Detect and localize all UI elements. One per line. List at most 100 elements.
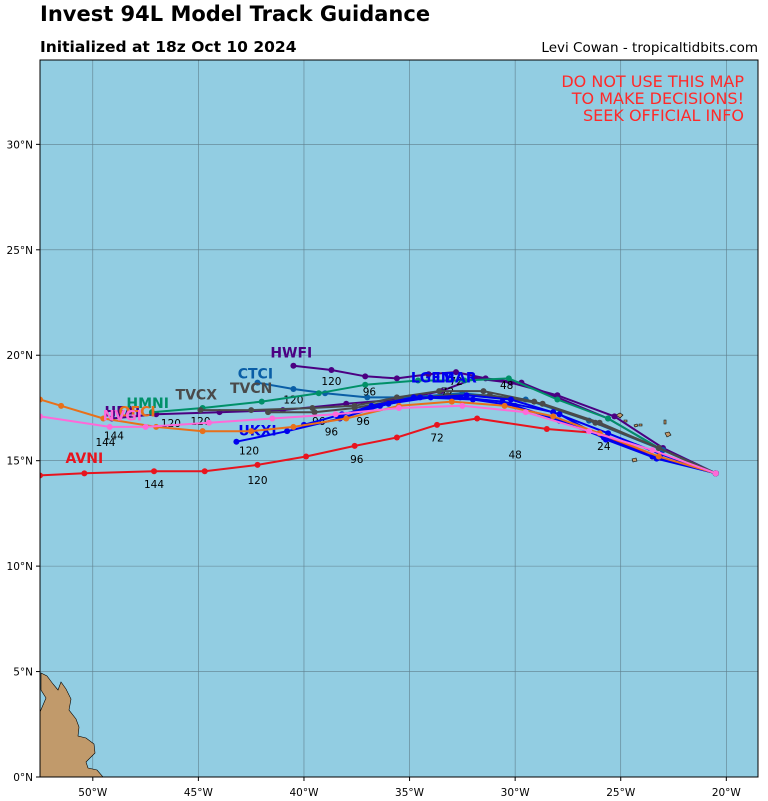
model-name-label: AVNI	[66, 451, 104, 467]
model-name-label: HFAI	[104, 404, 140, 420]
track-point	[362, 381, 369, 388]
forecast-hour-label: 96	[356, 416, 370, 428]
track-point	[199, 428, 206, 435]
forecast-hour-label: 144	[95, 437, 115, 449]
warning-line-1: DO NOT USE THIS MAP	[561, 72, 744, 91]
lon-tick-label: 20°W	[712, 787, 742, 799]
track-point	[351, 442, 358, 449]
map-title: Invest 94L Model Track Guidance	[40, 2, 431, 26]
track-point	[605, 415, 612, 422]
forecast-hour-label: 96	[325, 426, 339, 438]
track-point	[248, 407, 255, 414]
track-point	[463, 392, 470, 399]
forecast-hour-label: 120	[247, 475, 267, 487]
model-name-label: OFCI	[119, 404, 156, 420]
track-point	[649, 447, 656, 454]
track-point	[332, 411, 339, 418]
lon-tick-label: 45°W	[184, 787, 214, 799]
forecast-hour-label: 48	[500, 380, 513, 392]
track-point	[393, 375, 400, 382]
track-point	[269, 415, 276, 422]
track-point	[550, 409, 557, 416]
lon-tick-label: 35°W	[395, 787, 425, 799]
track-point	[655, 445, 662, 452]
track-point	[254, 379, 261, 386]
track-point	[106, 423, 113, 430]
track-point	[40, 413, 43, 420]
model-name-label: CTCI	[238, 366, 273, 382]
track-point	[393, 434, 400, 441]
track-point	[554, 396, 561, 403]
model-name-label: LBAR	[435, 371, 476, 387]
forecast-hour-label: 48	[508, 450, 521, 462]
track-point	[539, 400, 546, 407]
track-point	[434, 421, 441, 428]
track-point	[201, 468, 208, 475]
forecast-hour-label: 120	[321, 376, 341, 388]
lat-tick-label: 5°N	[13, 667, 33, 679]
track-point	[376, 402, 383, 409]
credit-line: Levi Cowan - tropicaltidbits.com	[541, 40, 758, 56]
track-point	[396, 404, 402, 411]
model-name-label: LGEM	[411, 371, 455, 387]
track-point	[343, 415, 350, 422]
track-point	[142, 423, 149, 430]
track-point	[712, 470, 719, 477]
track-point	[290, 423, 297, 430]
lon-tick-label: 25°W	[606, 787, 636, 799]
axis-ticks: 50°W 45°W 40°W 35°W 30°W 25°W 20°W 0°N 5°N 10°N 15…	[7, 139, 742, 799]
track-nvgi: 144 NVGI	[40, 402, 719, 477]
track-point	[501, 402, 508, 409]
track-line	[303, 396, 717, 475]
forecast-hour-label: 96	[363, 386, 377, 398]
track-point	[290, 385, 297, 392]
forecast-hour-label: 72	[430, 433, 443, 445]
lat-lon-grid	[40, 60, 758, 777]
lat-tick-label: 30°N	[7, 139, 33, 151]
track-point	[248, 428, 255, 435]
forecast-hour-label: 72	[449, 376, 462, 388]
model-name-label: NVGI	[103, 409, 142, 425]
track-point	[205, 419, 212, 426]
track-point	[328, 366, 335, 373]
track-point	[290, 362, 297, 369]
lat-tick-label: 0°N	[13, 772, 33, 784]
map-frame	[39, 59, 759, 778]
track-line	[151, 377, 717, 475]
init-time: Initialized at 18z Oct 10 2024	[40, 38, 297, 56]
track-point	[415, 377, 422, 384]
track-point	[448, 398, 455, 405]
forecast-hour-label: 144	[104, 431, 124, 443]
forecast-hour-label: 120	[190, 416, 210, 428]
track-point	[507, 396, 514, 403]
track-point	[480, 388, 487, 395]
track-point	[315, 390, 322, 397]
track-point	[522, 409, 529, 416]
track-point	[265, 409, 272, 416]
warning-line-2: TO MAKE DECISIONS!	[571, 89, 744, 108]
track-point	[505, 375, 512, 382]
track-point	[453, 369, 460, 376]
lon-tick-label: 50°W	[78, 787, 108, 799]
track-point	[100, 415, 107, 422]
forecast-hour-label: 120	[161, 418, 181, 430]
track-point	[254, 461, 261, 468]
model-name-label: TVCN	[230, 381, 272, 397]
land	[40, 412, 672, 777]
track-point	[258, 398, 265, 405]
track-point	[58, 402, 65, 409]
track-point	[148, 409, 155, 416]
track-point	[474, 415, 481, 422]
lon-tick-label: 30°W	[501, 787, 531, 799]
track-point	[351, 404, 358, 411]
track-point	[417, 394, 424, 401]
lat-tick-label: 10°N	[7, 561, 33, 573]
track-point	[303, 453, 310, 460]
lat-tick-label: 15°N	[7, 456, 33, 468]
model-tracks: 24487296120144AVNIHFAI4872120HWFI120CTCI…	[40, 345, 719, 491]
forecast-hour-label: 24	[597, 441, 611, 453]
forecast-hour-label: 144	[144, 479, 164, 491]
track-point	[611, 413, 618, 420]
warning-line-3: SEEK OFFICIAL INFO	[583, 106, 744, 125]
